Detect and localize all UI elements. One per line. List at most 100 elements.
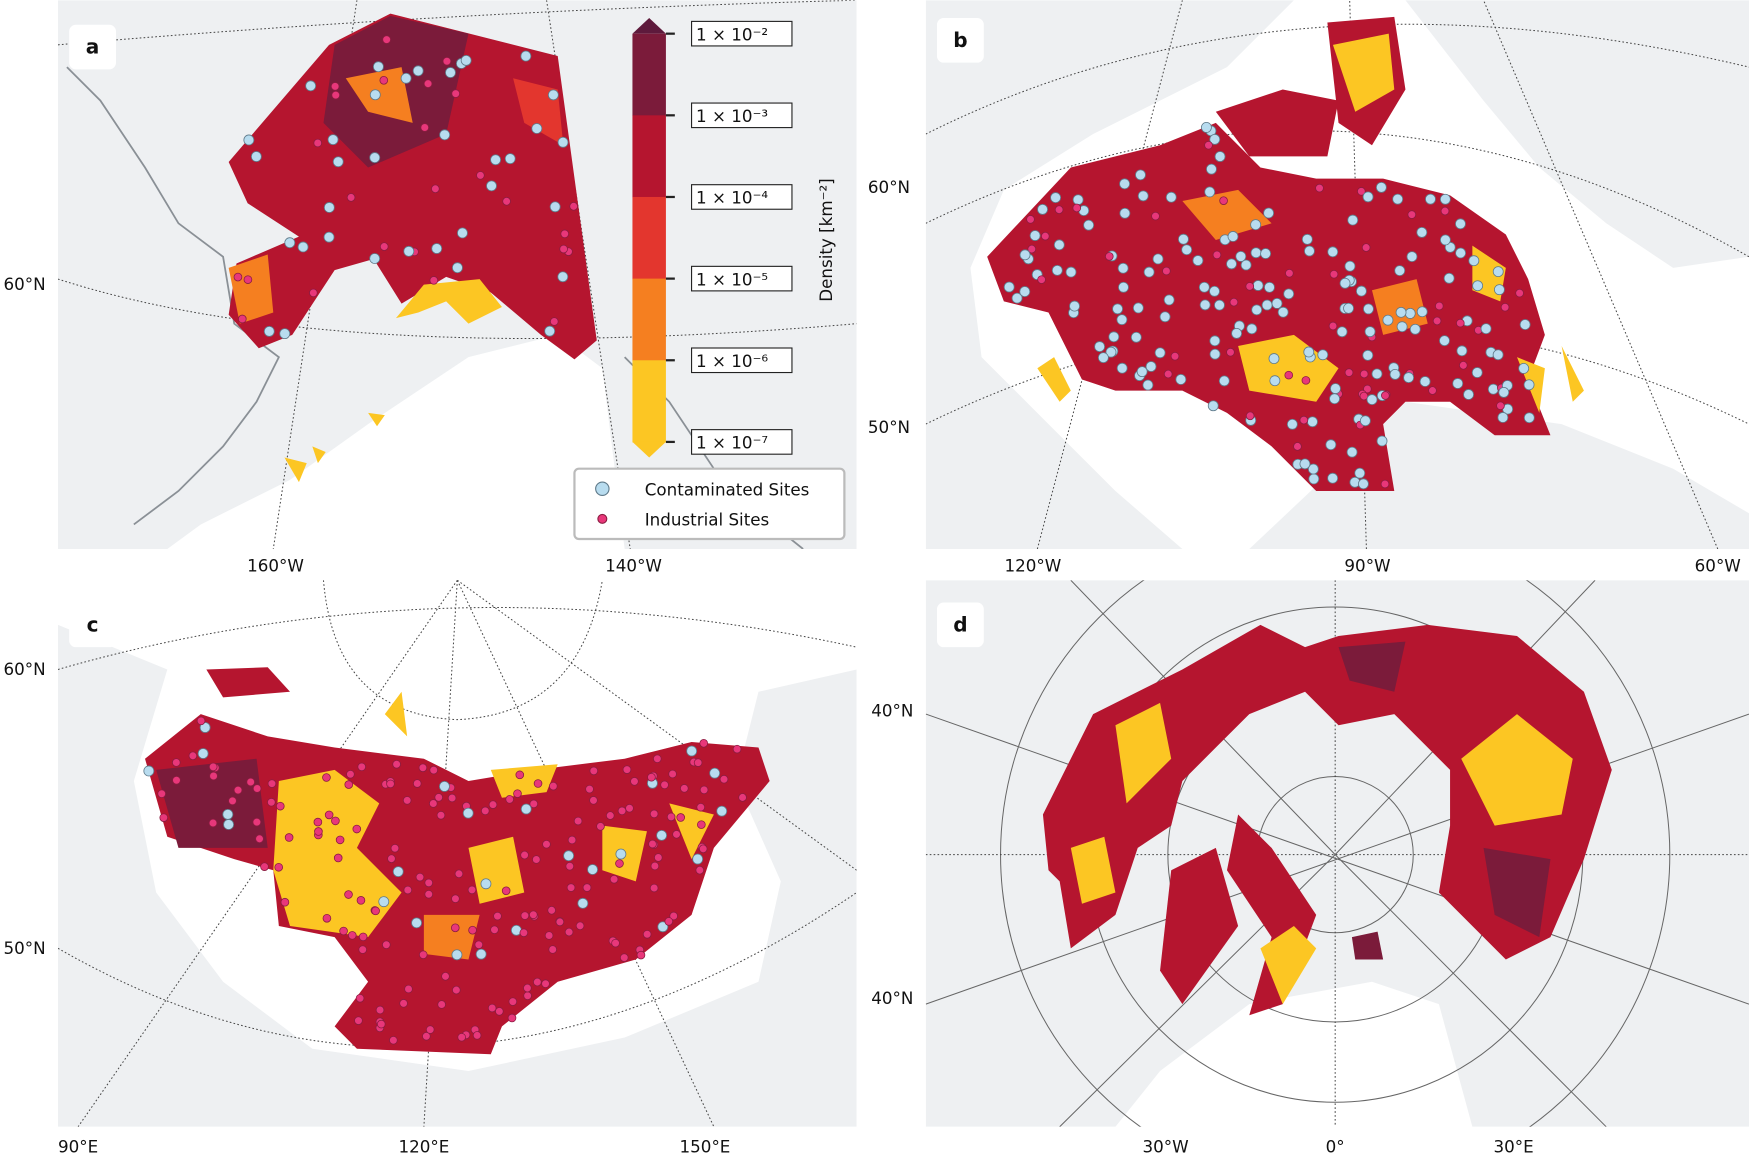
industrial-site <box>267 779 277 788</box>
industrial-site <box>344 780 354 789</box>
contaminated-site <box>1165 191 1177 203</box>
contaminated-site <box>1214 151 1226 162</box>
industrial-site <box>695 865 705 875</box>
tick-label-box <box>691 429 793 455</box>
industrial-site <box>653 754 662 764</box>
contaminated-site <box>520 803 532 815</box>
contaminated-site <box>250 151 262 162</box>
industrial-site <box>669 911 678 921</box>
industrial-site <box>520 850 529 860</box>
industrial-site <box>1219 196 1228 205</box>
graticule <box>457 580 857 871</box>
industrial-site <box>1456 318 1465 328</box>
industrial-site <box>495 1007 504 1016</box>
industrial-site <box>233 785 243 795</box>
contaminated-site <box>657 921 669 933</box>
industrial-site <box>447 793 457 803</box>
contaminated-site <box>520 50 532 62</box>
contaminated-site <box>686 745 698 757</box>
density-region <box>1037 357 1071 402</box>
industrial-site <box>420 123 430 132</box>
contaminated-site <box>1362 349 1374 361</box>
industrial-site <box>172 758 181 767</box>
contaminated-site <box>1175 374 1187 385</box>
density-region <box>1351 931 1384 960</box>
contaminated-site <box>1299 458 1311 470</box>
contaminated-site <box>490 154 502 166</box>
contaminated-site <box>1118 281 1129 293</box>
industrial-site <box>566 883 576 892</box>
contaminated-site <box>1327 246 1339 258</box>
contaminated-site <box>1159 311 1171 323</box>
density-region <box>1332 33 1395 112</box>
industrial-site <box>493 911 502 921</box>
contaminated-site <box>709 767 721 779</box>
contaminated-site <box>1227 231 1239 242</box>
contaminated-site <box>378 896 390 908</box>
contaminated-site <box>1303 346 1315 358</box>
industrial-site <box>474 940 484 950</box>
contaminated-site <box>372 61 384 73</box>
industrial-site <box>1072 203 1082 213</box>
industrial-site <box>596 822 605 831</box>
contaminated-site <box>392 866 404 878</box>
contaminated-site <box>1406 251 1418 263</box>
lat-label: 60°N <box>3 274 45 294</box>
industrial-site <box>630 777 639 786</box>
industrial-site <box>472 1031 482 1040</box>
contaminated-site <box>1403 372 1415 383</box>
contaminated-site <box>1346 446 1358 458</box>
contaminated-site <box>1218 375 1230 387</box>
industrial-site <box>347 931 357 940</box>
contaminated-site <box>1117 262 1129 274</box>
tick-label-box <box>691 347 793 374</box>
industrial-site <box>450 923 460 933</box>
contaminated-site <box>1425 193 1436 205</box>
industrial-site <box>1299 415 1309 425</box>
industrial-site <box>664 917 674 926</box>
industrial-site <box>636 950 646 960</box>
contaminated-site <box>1094 341 1106 352</box>
industrial-site <box>1040 231 1050 241</box>
industrial-site <box>1435 301 1444 311</box>
contaminated-site <box>369 152 381 163</box>
density-region <box>1260 926 1317 1005</box>
industrial-site <box>533 779 543 788</box>
industrial-site <box>375 1005 385 1015</box>
contaminated-site <box>1339 277 1351 289</box>
industrial-site <box>352 824 362 834</box>
contaminated-site <box>1487 383 1499 395</box>
density-region <box>1042 624 1612 1016</box>
industrial-site <box>324 810 334 820</box>
contaminated-site <box>1443 272 1455 284</box>
contaminated-site <box>1343 302 1354 314</box>
contaminated-site <box>1250 219 1262 231</box>
colorbar-extend <box>632 18 666 34</box>
industrial-site <box>196 716 206 726</box>
lon-label: 60°W <box>1695 555 1741 575</box>
industrial-site <box>280 897 290 907</box>
industrial-site <box>386 779 395 789</box>
contaminated-site <box>1037 203 1048 215</box>
industrial-site <box>654 853 663 862</box>
industrial-site <box>260 862 269 871</box>
industrial-site <box>647 772 656 782</box>
industrial-site <box>564 927 574 937</box>
contaminated-site <box>400 72 412 84</box>
colorbar-tick-label: 1 × 10⁻⁴ <box>696 188 768 208</box>
industrial-site <box>1500 302 1510 312</box>
panel-label-box <box>936 602 984 648</box>
contaminated-site <box>1492 266 1504 278</box>
industrial-site <box>505 795 514 804</box>
contaminated-site <box>1051 264 1063 276</box>
contaminated-site <box>1083 219 1095 231</box>
contaminated-site <box>1209 348 1221 360</box>
contaminated-site <box>1226 258 1237 270</box>
graticule <box>58 0 857 46</box>
density-region <box>925 0 1294 549</box>
industrial-site <box>309 288 318 298</box>
industrial-site <box>548 945 557 954</box>
contaminated-site <box>1108 331 1120 343</box>
contaminated-site <box>1455 218 1466 230</box>
contaminated-site <box>143 765 155 777</box>
